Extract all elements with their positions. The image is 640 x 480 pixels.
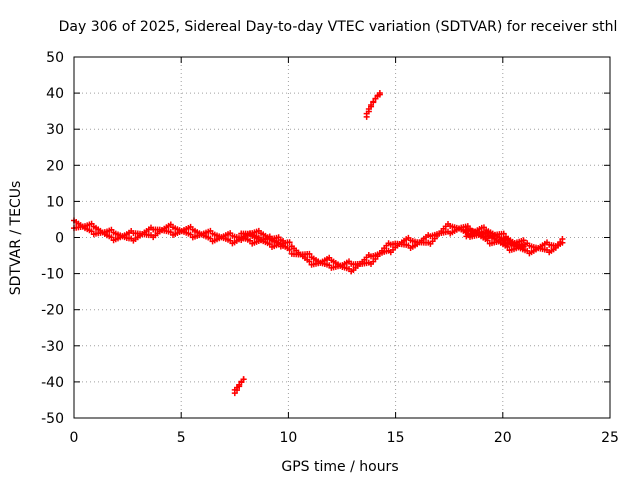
data-point	[520, 243, 527, 250]
y-tick-label: 0	[55, 231, 64, 247]
y-tick-label: 50	[46, 50, 64, 66]
x-tick-label: 5	[177, 430, 186, 446]
y-tick-label: -30	[41, 339, 64, 355]
y-tick-label: 10	[46, 194, 64, 210]
chart-title: Day 306 of 2025, Sidereal Day-to-day VTE…	[59, 19, 618, 35]
data-point	[520, 237, 527, 244]
x-tick-label: 25	[601, 430, 619, 446]
axis-ticks: 0 5 10 15 20 25 -50 -40 -30 -20 -10 0 10 20 30 40 50	[41, 50, 619, 446]
data-point	[376, 91, 383, 98]
data-point	[464, 223, 471, 230]
data-point	[484, 237, 491, 244]
data-point	[559, 239, 566, 246]
data-point	[286, 246, 293, 253]
data-point	[504, 243, 511, 250]
data-points	[71, 90, 566, 397]
y-tick-label: -20	[41, 303, 64, 319]
grid-lines	[74, 57, 610, 418]
data-point	[500, 230, 507, 237]
y-tick-label: -10	[41, 267, 64, 283]
x-axis-label: GPS time / hours	[281, 459, 398, 475]
data-point	[306, 250, 313, 257]
y-tick-label: -40	[41, 375, 64, 391]
data-point	[500, 237, 507, 244]
data-point	[286, 239, 293, 246]
y-tick-label: 20	[46, 158, 64, 174]
data-point	[240, 376, 247, 383]
y-tick-label: 30	[46, 122, 64, 138]
x-tick-label: 20	[494, 430, 512, 446]
x-tick-label: 0	[70, 430, 79, 446]
data-point	[280, 238, 287, 245]
y-tick-label: 40	[46, 86, 64, 102]
x-tick-label: 15	[387, 430, 405, 446]
data-point	[306, 258, 313, 265]
y-tick-label: -50	[41, 411, 64, 427]
y-axis-label: SDTVAR / TECUs	[8, 181, 24, 296]
x-tick-label: 10	[279, 430, 297, 446]
